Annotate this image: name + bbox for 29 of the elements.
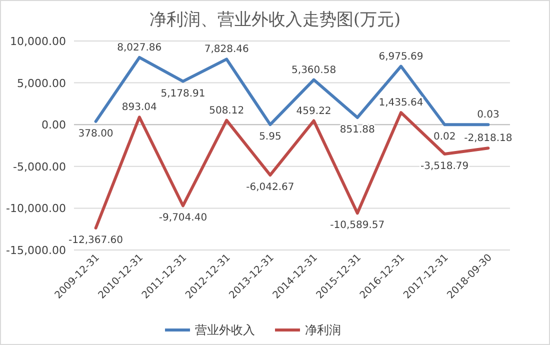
y-tick-label: -15,000.00 <box>6 244 66 257</box>
data-label: 0.03 <box>477 110 500 121</box>
data-label: 459.22 <box>296 106 332 117</box>
chart-title: 净利润、营业外收入走势图(万元) <box>149 10 401 30</box>
data-label: 5,178.91 <box>160 88 206 100</box>
data-label: -6,042.67 <box>246 182 294 194</box>
data-label: 8,027.86 <box>117 42 162 54</box>
data-label: 7,828.46 <box>204 44 249 56</box>
data-label: 0.02 <box>433 132 456 143</box>
data-label: -12,367.60 <box>68 234 124 246</box>
data-label: 5.95 <box>259 132 282 143</box>
y-tick-label: 0.00 <box>42 118 66 132</box>
y-tick-label: -5,000.00 <box>13 160 66 174</box>
y-tick-label: 10,000.00 <box>10 35 66 48</box>
data-label: -9,704.40 <box>158 212 208 224</box>
data-label: -2,818.18 <box>464 133 512 144</box>
y-tick-label: -10,000.00 <box>6 202 66 216</box>
data-label: 851.88 <box>340 124 375 136</box>
legend-label: 净利润 <box>305 323 341 337</box>
data-label: -10,589.57 <box>330 220 385 232</box>
data-label: 893.04 <box>122 102 157 114</box>
data-label: 508.12 <box>209 105 244 116</box>
data-label: 378.00 <box>78 128 114 140</box>
data-label: 1,435.64 <box>378 98 424 109</box>
data-label: -3,518.79 <box>420 161 469 172</box>
legend-label: 营业外收入 <box>195 323 255 337</box>
data-label: 6,975.69 <box>378 51 424 62</box>
y-tick-label: 5,000.00 <box>17 76 66 90</box>
data-label: 5,360.58 <box>292 64 336 76</box>
